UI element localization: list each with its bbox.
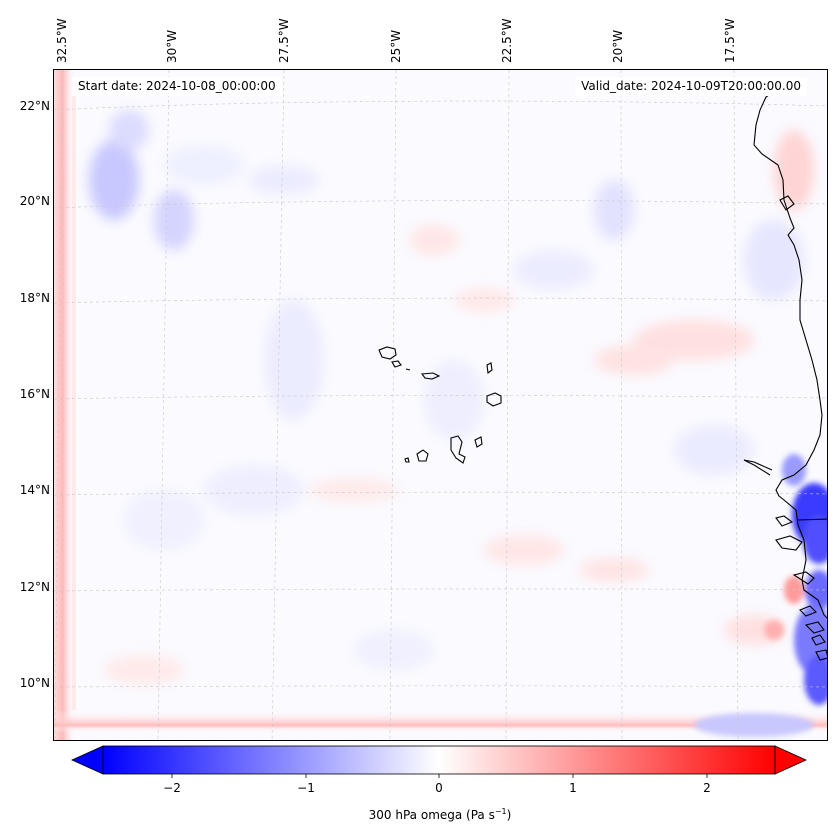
coast-bijagos-2 bbox=[811, 634, 826, 646]
lat-label-12n: 12°N bbox=[19, 580, 50, 594]
coast-sine-saloum bbox=[775, 515, 794, 527]
lat-label-10n: 10°N bbox=[19, 676, 50, 690]
island-santiago bbox=[450, 435, 466, 464]
colorbar-tick-0: 0 bbox=[435, 781, 443, 795]
island-santa-luzia bbox=[405, 368, 411, 371]
lon-label-32-5w: 32.5°W bbox=[55, 18, 69, 63]
colorbar-gradient bbox=[102, 745, 776, 775]
border-gambia bbox=[797, 518, 827, 521]
omega-field-map bbox=[54, 70, 827, 740]
lat-label-18n: 18°N bbox=[19, 291, 50, 305]
lat-label-14n: 14°N bbox=[19, 483, 50, 497]
lon-label-30w: 30°W bbox=[165, 29, 179, 63]
island-brava bbox=[404, 457, 410, 463]
lon-label-25w: 25°W bbox=[389, 29, 403, 63]
west-africa-coastline bbox=[743, 89, 827, 661]
lon-label-27-5w: 27.5°W bbox=[277, 18, 291, 63]
lat-label-22n: 22°N bbox=[19, 99, 50, 113]
colorbar-tick-neg2: −2 bbox=[163, 781, 181, 795]
lon-label-22-5w: 22.5°W bbox=[500, 18, 514, 63]
valid-date-label: Valid_date: 2024-10-09T20:00:00.00 bbox=[575, 77, 807, 96]
lat-label-20n: 20°N bbox=[19, 194, 50, 208]
graticule bbox=[54, 70, 827, 740]
colorbar-tick-neg1: −1 bbox=[297, 781, 315, 795]
colorbar-label-close: ) bbox=[506, 808, 512, 822]
field-blobs bbox=[89, 110, 814, 685]
colorbar-tick-marks bbox=[171, 774, 708, 778]
colorbar-extend-max bbox=[774, 745, 807, 775]
colorbar-label-exponent: −1 bbox=[494, 807, 507, 816]
cape-verde-islands bbox=[378, 346, 502, 464]
coast-bijagos-3 bbox=[815, 649, 827, 661]
colorbar-extend-min bbox=[71, 745, 104, 775]
island-sao-nicolau bbox=[420, 372, 441, 380]
coast-banc-darguin bbox=[779, 195, 795, 211]
colorbar-tick-2: 2 bbox=[703, 781, 711, 795]
island-boa-vista bbox=[486, 392, 502, 407]
island-santo-antao bbox=[378, 346, 397, 360]
boundary-band-left bbox=[54, 70, 76, 740]
coast-bissau-2 bbox=[799, 605, 817, 617]
coast-cap-vert bbox=[743, 459, 773, 476]
colorbar bbox=[71, 745, 807, 778]
boundary-line-left bbox=[72, 90, 76, 710]
coast-bijagos-1 bbox=[804, 621, 825, 634]
boundary-band-bottom bbox=[54, 710, 827, 732]
lon-label-17-5w: 17.5°W bbox=[723, 18, 737, 63]
colorbar-tick-1: 1 bbox=[569, 781, 577, 795]
colorbar-label-main: 300 hPa omega (Pa s bbox=[368, 808, 495, 822]
island-maio bbox=[474, 436, 483, 448]
coast-main bbox=[753, 89, 827, 619]
island-sal bbox=[486, 362, 493, 375]
lon-label-20w: 20°W bbox=[611, 29, 625, 63]
map-panel[interactable] bbox=[53, 69, 828, 741]
coast-casamance bbox=[775, 535, 803, 551]
island-fogo bbox=[416, 449, 429, 462]
colorbar-label: 300 hPa omega (Pa s−1) bbox=[0, 807, 837, 822]
island-sao-vicente bbox=[391, 360, 402, 368]
coast-bissau-1 bbox=[792, 571, 815, 585]
lat-label-16n: 16°N bbox=[19, 387, 50, 401]
start-date-label: Start date: 2024-10-08_00:00:00 bbox=[72, 77, 282, 96]
